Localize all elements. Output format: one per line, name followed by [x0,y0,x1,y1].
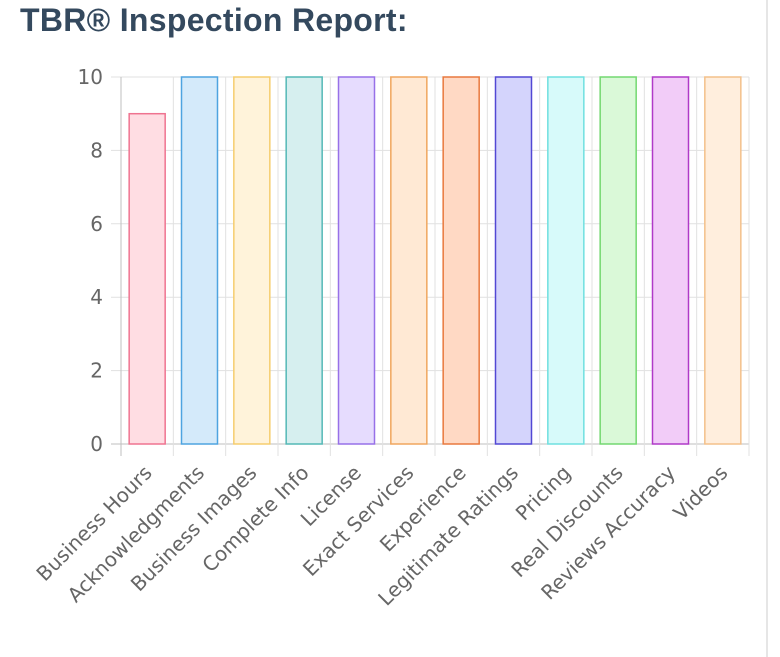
bars [128,76,742,445]
x-category-label: Videos [668,461,732,525]
y-tick-label: 2 [90,359,103,383]
bar[interactable] [285,76,323,445]
bar[interactable] [651,76,690,445]
y-tick-label: 10 [78,65,103,89]
bar[interactable] [599,76,637,445]
y-tick-label: 6 [90,212,103,236]
bar[interactable] [494,76,533,445]
bar[interactable] [442,76,480,445]
y-tick-label: 8 [90,138,103,162]
bar[interactable] [180,76,219,445]
bar[interactable] [233,76,271,445]
bar[interactable] [128,112,166,445]
y-tick-label: 4 [90,285,103,309]
bar[interactable] [547,76,585,445]
y-axis-tick-labels: 0 2 4 6 8 10 [78,65,103,456]
bar[interactable] [337,76,376,445]
y-tick-label: 0 [90,432,103,456]
bar[interactable] [704,76,742,445]
bar[interactable] [390,76,428,445]
panel-edge-divider [766,0,768,657]
page-title: TBR® Inspection Report: [20,2,408,38]
